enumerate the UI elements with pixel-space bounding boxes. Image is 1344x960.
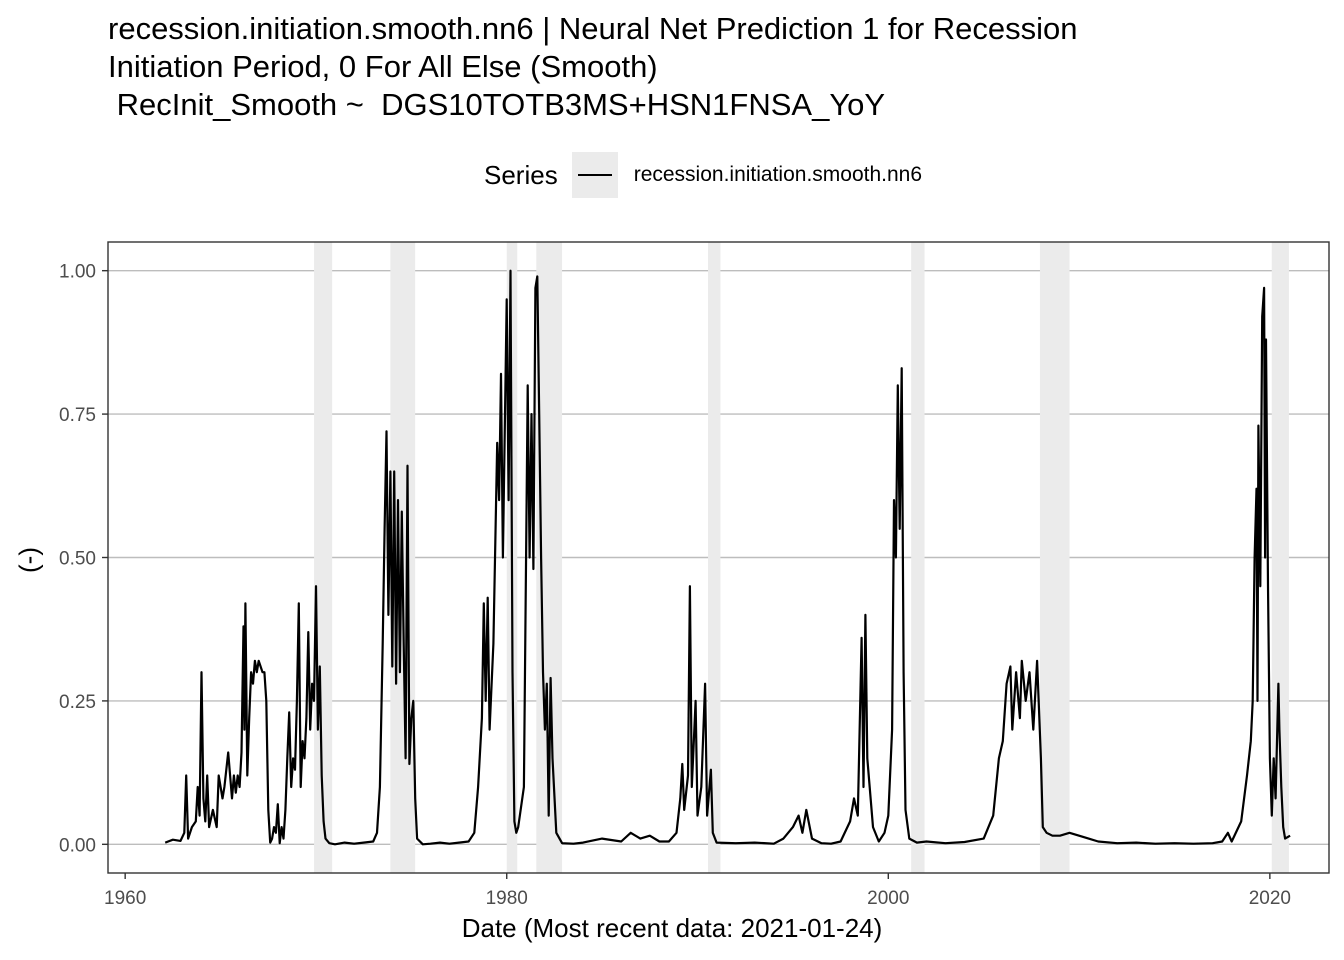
y-tick-label: 0.00 [59,835,96,856]
chart-title: recession.initiation.smooth.nn6 | Neural… [108,10,1078,124]
title-line-1: recession.initiation.smooth.nn6 | Neural… [108,11,1078,46]
recession-band [1271,242,1289,873]
recession-band [708,242,721,873]
y-tick-label: 0.25 [59,692,96,713]
x-tick-label: 1980 [486,888,528,909]
x-tick-label: 1960 [104,888,146,909]
y-axis-label: (-) [13,547,44,573]
y-tick-label: 0.50 [59,549,96,570]
legend: Series recession.initiation.smooth.nn6 [484,152,922,198]
y-tick-label: 0.75 [59,405,96,426]
legend-key [571,152,618,198]
y-tick-label: 1.00 [59,262,96,283]
legend-key-line [577,174,612,176]
title-line-3: RecInit_Smooth ~ DGS10TOTB3MS+HSN1FNSA_Y… [108,87,886,122]
x-tick-label: 2020 [1249,888,1291,909]
x-axis-label: Date (Most recent data: 2021-01-24) [461,913,883,943]
series-line [164,269,1291,846]
title-line-2: Initiation Period, 0 For All Else (Smoot… [108,49,658,84]
recession-band [314,242,333,873]
recession-band [1039,242,1070,873]
recession-band [911,242,925,873]
legend-label: recession.initiation.smooth.nn6 [633,163,923,186]
x-tick-label: 2000 [867,888,909,909]
legend-title: Series [484,159,558,190]
